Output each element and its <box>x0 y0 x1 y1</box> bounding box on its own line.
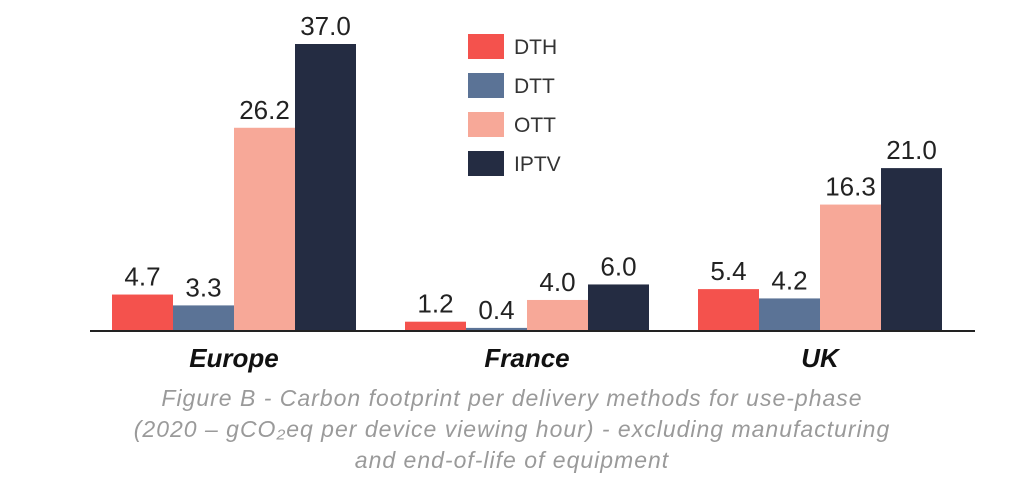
value-label-iptv-europe: 37.0 <box>300 11 351 41</box>
bars-group <box>112 44 942 331</box>
legend-swatch-iptv <box>468 151 504 176</box>
bar-iptv-uk <box>881 168 942 331</box>
category-label-europe: Europe <box>189 343 279 373</box>
caption-line-1: Figure B - Carbon footprint per delivery… <box>161 385 863 411</box>
value-label-ott-europe: 26.2 <box>239 95 290 125</box>
legend: DTH DTT OTT IPTV <box>468 34 561 176</box>
value-label-dth-france: 1.2 <box>417 289 453 319</box>
legend-label-dth: DTH <box>514 36 557 59</box>
bar-dtt-europe <box>173 305 234 331</box>
bar-iptv-france <box>588 284 649 331</box>
legend-swatch-dtt <box>468 73 504 98</box>
bar-ott-europe <box>234 127 295 331</box>
value-label-dtt-europe: 3.3 <box>185 272 221 302</box>
value-label-dth-europe: 4.7 <box>124 262 160 292</box>
value-label-ott-uk: 16.3 <box>825 172 876 202</box>
bar-dth-europe <box>112 294 173 331</box>
bar-chart: 4.7 3.3 26.2 37.0 1.2 0.4 4.0 6.0 5.4 4.2 16.3 21.0… <box>90 11 975 373</box>
category-label-uk: UK <box>801 343 841 373</box>
category-label-france: France <box>484 343 569 373</box>
value-label-dtt-uk: 4.2 <box>771 265 807 295</box>
bar-dth-uk <box>698 289 759 331</box>
caption-line-2: (2020 – gCO₂eq per device viewing hour) … <box>133 416 891 442</box>
legend-label-dtt: DTT <box>514 75 555 98</box>
legend-label-iptv: IPTV <box>514 153 561 176</box>
bar-ott-uk <box>820 204 881 331</box>
legend-swatch-dth <box>468 34 504 59</box>
value-labels-group: 4.7 3.3 26.2 37.0 1.2 0.4 4.0 6.0 5.4 4.2 16.3 21.0 <box>124 11 936 325</box>
bar-dtt-france <box>466 327 527 331</box>
figure-caption: Figure B - Carbon footprint per delivery… <box>0 383 1024 476</box>
bar-dth-france <box>405 321 466 331</box>
value-label-iptv-france: 6.0 <box>600 251 636 281</box>
value-label-dth-uk: 5.4 <box>710 256 746 286</box>
legend-swatch-ott <box>468 112 504 137</box>
value-label-dtt-france: 0.4 <box>478 295 514 325</box>
legend-label-ott: OTT <box>514 114 556 137</box>
category-labels-group: Europe France UK <box>189 343 841 373</box>
bar-dtt-uk <box>759 298 820 331</box>
value-label-ott-france: 4.0 <box>539 267 575 297</box>
value-label-iptv-uk: 21.0 <box>886 135 937 165</box>
bar-iptv-europe <box>295 44 356 331</box>
caption-line-3: and end-of-life of equipment <box>354 447 670 473</box>
bar-ott-france <box>527 299 588 331</box>
